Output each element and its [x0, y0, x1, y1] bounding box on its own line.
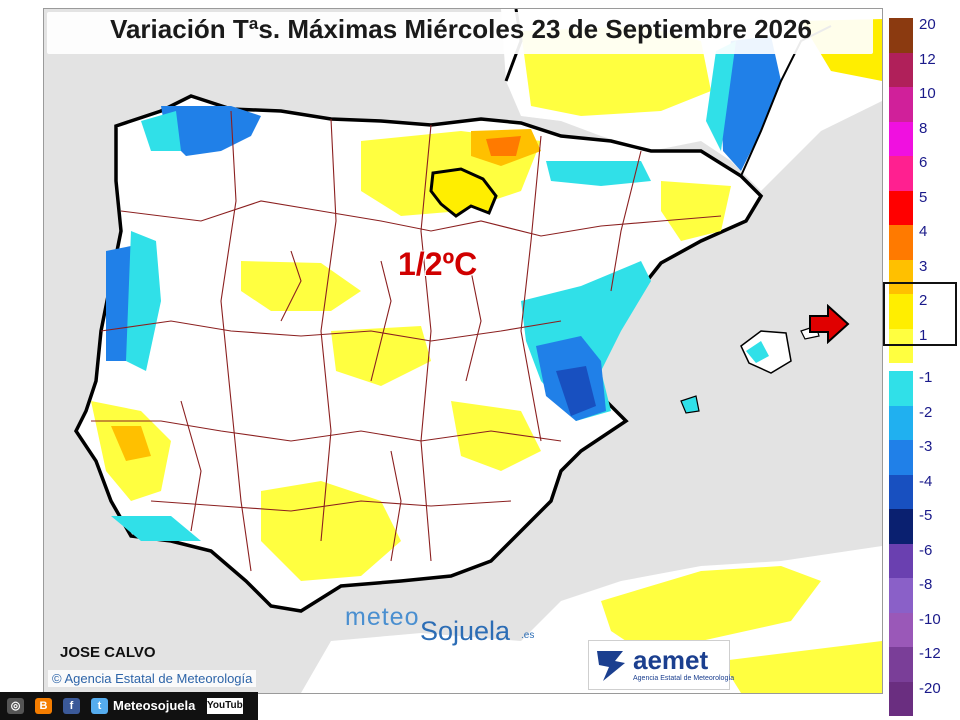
legend-swatch	[889, 578, 913, 613]
legend-swatch	[889, 405, 913, 440]
aemet-logo-icon	[597, 651, 625, 681]
variation-label: 1/2ºC	[398, 246, 478, 282]
legend-label: -12	[919, 645, 941, 662]
color-legend: 20 12 10 8 6 5 4 3 2 1 -1 -2 -3 -4 -5 -6 -8 -10 -12 -20	[887, 14, 947, 716]
sw-orange	[111, 426, 151, 461]
legend-swatch	[889, 87, 913, 122]
africa-yellow-2	[721, 641, 882, 693]
title-background	[47, 12, 873, 54]
blogger-icon[interactable]: B	[35, 698, 52, 714]
france-blue	[721, 36, 781, 171]
copyright-notice: © Agencia Estatal de Meteorología	[48, 670, 257, 687]
legend-swatch	[889, 259, 913, 294]
legend-swatch	[889, 612, 913, 647]
legend-label: -20	[919, 679, 941, 697]
legend-label: -3	[919, 438, 933, 455]
france-cyan	[706, 41, 736, 151]
legend-swatch	[889, 647, 913, 682]
legend-swatch	[889, 509, 913, 544]
africa-yellow	[601, 566, 821, 651]
red-arrow-icon	[809, 304, 850, 344]
sw-cyan	[111, 516, 201, 541]
aemet-logo-box: aemet Agencia Estatal de Meteorología	[588, 640, 734, 690]
west-cyan	[126, 231, 161, 371]
instagram-icon[interactable]: ◎	[7, 698, 24, 714]
twitter-icon[interactable]: t	[91, 698, 108, 714]
map-panel	[43, 8, 883, 694]
map-title: Variación Tªs. Máximas Miércoles 23 de S…	[110, 14, 812, 44]
legend-label: 8	[919, 119, 928, 137]
legend-label: -1	[919, 369, 933, 386]
legend-label: -5	[919, 507, 933, 524]
ibiza	[680, 395, 700, 414]
legend-swatch	[889, 474, 913, 509]
iberia-map	[73, 9, 882, 693]
legend-label: 10	[919, 85, 936, 102]
legend-swatch	[889, 440, 913, 475]
aemet-name: aemet	[633, 645, 709, 675]
legend-swatch	[889, 543, 913, 578]
ebro-cyan	[546, 161, 651, 186]
legend-label: 2	[919, 292, 928, 309]
legend-label: 3	[919, 257, 928, 275]
legend-label: 20	[919, 16, 936, 33]
watermark-sojuela: Sojuela	[420, 616, 511, 646]
legend-label: -8	[919, 576, 933, 593]
legend-label: -2	[919, 403, 933, 421]
legend-label: 6	[919, 154, 928, 171]
south-yellow	[261, 481, 401, 581]
aemet-subtitle: Agencia Estatal de Meteorología	[633, 675, 735, 682]
east-yellow	[661, 181, 731, 241]
copyright-text: Agencia Estatal de Meteorología	[64, 671, 253, 686]
east-blue-dark	[556, 366, 596, 416]
legend-label: 1	[919, 326, 928, 344]
legend-swatch	[889, 371, 913, 406]
social-bar: ◎ B f t Meteosojuela YouTube	[0, 692, 258, 720]
legend-swatch	[889, 52, 913, 87]
legend-label: -4	[919, 472, 933, 490]
north-red	[486, 136, 521, 156]
mallorca-cyan	[746, 341, 769, 363]
watermark-domain: .es	[521, 630, 535, 641]
legend-label: -6	[919, 541, 933, 559]
legend-swatch	[889, 18, 913, 53]
legend-swatch	[889, 294, 913, 329]
legend-swatch	[889, 156, 913, 191]
legend-label: 5	[919, 188, 928, 206]
legend-label: 4	[919, 223, 928, 240]
nw-cyan	[141, 111, 181, 151]
nw-blue	[161, 106, 261, 156]
center-yellow	[241, 261, 361, 311]
se-yellow	[451, 401, 541, 471]
watermark-meteo: meteo	[345, 603, 420, 631]
province-borders	[91, 110, 722, 572]
legend-highlight-box	[883, 282, 957, 346]
center-yellow-2	[331, 326, 431, 386]
legend-swatch	[889, 190, 913, 225]
legend-label: 12	[919, 50, 936, 68]
facebook-icon[interactable]: f	[63, 698, 80, 714]
legend-swatch	[889, 681, 913, 716]
author-credit: JOSE CALVO	[60, 644, 156, 661]
legend-label: -10	[919, 610, 941, 628]
la-rioja-outline	[429, 167, 498, 218]
youtube-icon[interactable]: YouTube	[207, 698, 248, 714]
social-handle: Meteosojuela	[113, 698, 196, 713]
legend-swatch	[889, 225, 913, 260]
legend-swatch	[889, 121, 913, 156]
